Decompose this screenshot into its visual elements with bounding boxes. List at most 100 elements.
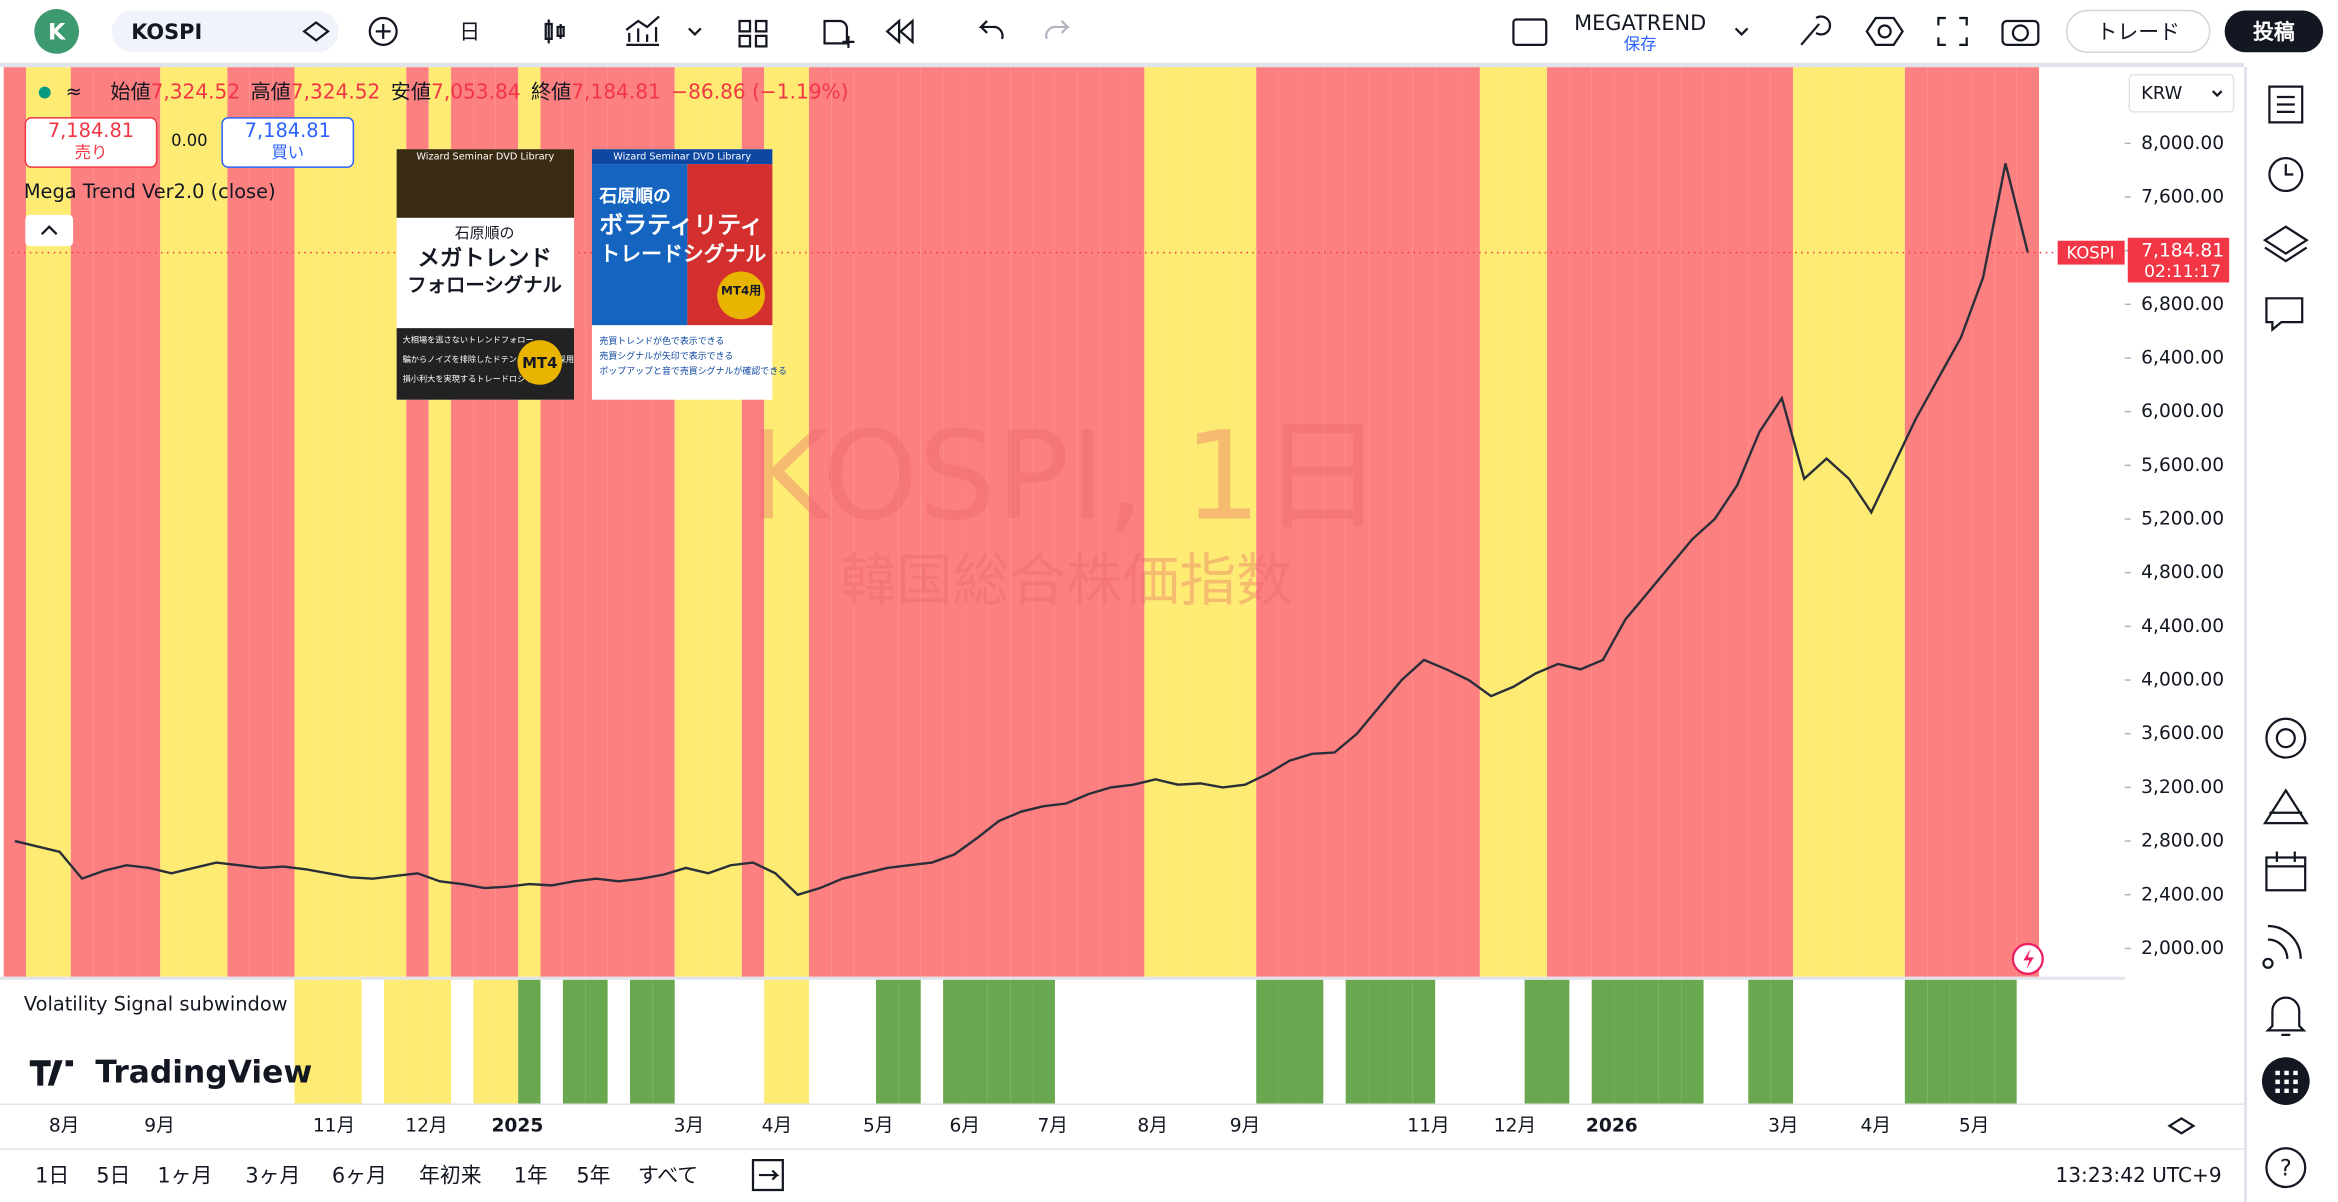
- x-tick-label: 12月: [1494, 1115, 1536, 1136]
- approx-icon: ≈: [66, 80, 82, 103]
- date-range-icon[interactable]: [751, 1159, 784, 1192]
- signal-block: [1636, 979, 1659, 1104]
- layout-box[interactable]: [1512, 18, 1548, 46]
- layout-name[interactable]: MEGATREND: [1574, 11, 1706, 35]
- snapshot-icon[interactable]: [2001, 19, 2040, 46]
- x-axis: 8月 9月 11月 12月 2025 3月 4月 5月 6月 7月 8月 9月 11月 12月 2026 3月…: [49, 1115, 1990, 1136]
- trend-band: [1546, 67, 1570, 977]
- avatar[interactable]: [34, 9, 80, 54]
- layout-status: 保存: [1624, 34, 1657, 53]
- trend-band: [1300, 67, 1324, 977]
- chat-icon[interactable]: [2265, 297, 2304, 333]
- x-tick-label: 2025: [491, 1115, 543, 1136]
- stream-icon[interactable]: [2262, 924, 2302, 969]
- chart-type-icon[interactable]: [544, 19, 565, 44]
- plus: [375, 23, 391, 39]
- cover-point: 大相場を逃さないトレンドフォロー: [403, 335, 534, 345]
- notifications-icon[interactable]: [2265, 996, 2307, 1037]
- indicator-icon[interactable]: [625, 15, 660, 46]
- signal-block: [428, 979, 452, 1104]
- cover-blue: [591, 164, 688, 326]
- x-tick-label: 4月: [1861, 1115, 1891, 1136]
- cover-point: 売買シグナルが矢印で表示できる: [599, 350, 733, 362]
- signal-block: [473, 979, 496, 1104]
- range-bar: 1日 5日 1ヶ月 3ヶ月 6ヶ月 年初来 1年 5年 すべて: [35, 1164, 698, 1188]
- replay-icon[interactable]: [885, 18, 914, 45]
- signal-block: [786, 979, 809, 1104]
- trend-band: [1770, 67, 1794, 977]
- layout-icon[interactable]: [738, 19, 768, 48]
- status-dot: [38, 86, 51, 99]
- quick-search-icon[interactable]: [1800, 15, 1832, 46]
- sell-button[interactable]: [24, 117, 158, 168]
- range-button[interactable]: 5日: [96, 1164, 130, 1188]
- alerts-icon[interactable]: [2268, 157, 2304, 193]
- publish-label: 投稿: [2253, 20, 2295, 44]
- y-tick-label: 6,800.00: [2141, 294, 2224, 315]
- ideas-icon[interactable]: [2262, 788, 2309, 825]
- fullscreen-icon[interactable]: [1937, 16, 1968, 46]
- right-toolbar: [2244, 67, 2338, 1202]
- x-tick-label: 11月: [313, 1115, 355, 1136]
- redo[interactable]: [1045, 20, 1071, 40]
- settings-dot: [1877, 24, 1892, 39]
- layers-icon[interactable]: [2262, 225, 2309, 263]
- trend-band: [1904, 67, 1928, 977]
- range-button[interactable]: 1ヶ月: [157, 1164, 212, 1188]
- trend-band: [1658, 67, 1682, 977]
- signal-block: [876, 979, 899, 1104]
- x-tick-label: 6月: [949, 1115, 979, 1136]
- publish-button[interactable]: [2224, 10, 2324, 53]
- trend-band: [1211, 67, 1234, 977]
- cover-author: 石原順の: [598, 186, 670, 207]
- undo[interactable]: [978, 20, 1004, 40]
- symbol: KOSPI: [131, 20, 202, 44]
- range-button[interactable]: 1年: [514, 1164, 548, 1188]
- signal-block: [1412, 979, 1436, 1104]
- symbol-search[interactable]: [111, 10, 339, 53]
- calendar-icon[interactable]: [2265, 851, 2307, 892]
- buy-button[interactable]: [221, 117, 355, 168]
- trend-band: [1703, 67, 1726, 977]
- dropdown[interactable]: [688, 27, 702, 36]
- apps-grid: [2275, 1070, 2298, 1094]
- chevron: [40, 225, 58, 235]
- watchlist-icon[interactable]: [2268, 85, 2304, 124]
- watermark-subtitle: 韓国総合株価指数: [839, 548, 1292, 614]
- trend-band: [1122, 67, 1145, 977]
- legend-item: −86.86 (−1.19%): [671, 79, 848, 103]
- countdown: 02:11:17: [2144, 262, 2221, 282]
- signal-block: [518, 979, 541, 1104]
- trend-band: [1837, 67, 1861, 977]
- signal-block: [585, 979, 608, 1104]
- trend-band: [1569, 67, 1592, 977]
- range-button[interactable]: 1日: [35, 1164, 69, 1188]
- signal-block: [1904, 979, 1928, 1104]
- price-tag: [2127, 237, 2230, 283]
- dropdown[interactable]: [1734, 27, 1749, 36]
- currency-select[interactable]: [2128, 73, 2235, 113]
- trade-button[interactable]: [2065, 9, 2211, 54]
- alert-icon[interactable]: [823, 19, 855, 48]
- x-tick-label: 5月: [863, 1115, 893, 1136]
- range-button[interactable]: すべて: [638, 1164, 698, 1188]
- cover-badge: MT4: [522, 354, 557, 372]
- x-tick-label: 7月: [1037, 1115, 1067, 1136]
- help-icon[interactable]: [2265, 1147, 2307, 1189]
- collapse-button[interactable]: [25, 214, 74, 247]
- range-button[interactable]: 6ヶ月: [332, 1164, 387, 1188]
- axis-settings[interactable]: [2167, 1117, 2196, 1135]
- trend-band: [48, 67, 71, 977]
- dashboard-icon[interactable]: [2265, 717, 2307, 759]
- range-button[interactable]: 5年: [576, 1164, 610, 1188]
- cover-title: トレードシグナル: [599, 242, 766, 266]
- symbol-icon: [302, 21, 330, 42]
- trend-band: [1815, 67, 1838, 977]
- compare-icon[interactable]: [368, 16, 398, 46]
- range-button[interactable]: 年初来: [419, 1164, 482, 1188]
- range-button[interactable]: 3ヶ月: [245, 1164, 300, 1188]
- signal-block: [1591, 979, 1615, 1104]
- signal-block: [1994, 979, 2017, 1104]
- interval[interactable]: 日: [459, 20, 480, 44]
- settings-icon[interactable]: [1865, 16, 1904, 46]
